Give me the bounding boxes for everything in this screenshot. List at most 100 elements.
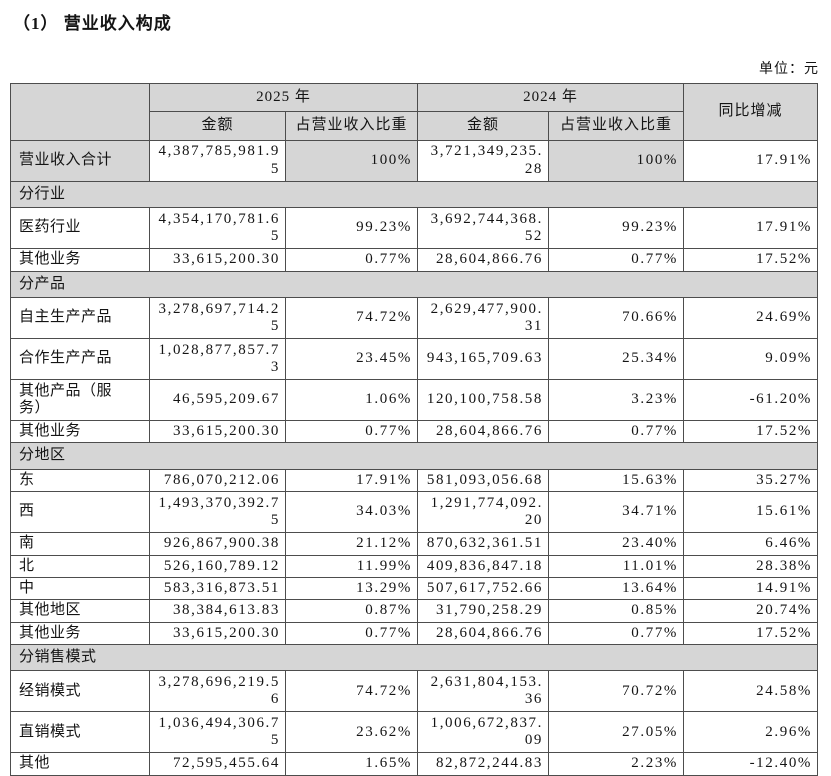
row-label: 其他: [10, 752, 150, 776]
amount-2024: 82,872,244.83: [417, 752, 550, 776]
yoy-change: -61.20%: [683, 378, 819, 421]
row-label: 营业收入合计: [10, 139, 150, 182]
ratio-2025: 21.12%: [284, 532, 419, 556]
amount-2025: 33,615,200.30: [149, 419, 286, 444]
ratio-2024: 3.23%: [548, 378, 685, 421]
table-row: 中 583,316,873.51 13.29% 507,617,752.66 1…: [10, 576, 819, 601]
section-row: 分销售模式: [9, 644, 819, 672]
table-row: 南 926,867,900.38 21.12% 870,632,361.51 2…: [10, 532, 819, 556]
yoy-change: 17.52%: [683, 419, 819, 444]
table-body: 营业收入合计 4,387,785,981.95 100% 3,721,349,2…: [9, 139, 819, 776]
table-header: 2025 年 2024 年 同比增减 金额 占营业收入比重 金额 占营业收入比重: [10, 82, 819, 141]
ratio-2024: 100%: [548, 139, 685, 182]
table-row: 经销模式 3,278,696,219.56 74.72% 2,631,804,1…: [10, 670, 819, 713]
amount-2024: 409,836,847.18: [417, 554, 550, 578]
section-label: 分产品: [9, 270, 819, 298]
ratio-2024: 11.01%: [548, 554, 685, 578]
amount-2025: 3,278,697,714.25: [149, 296, 286, 339]
section-label: 分销售模式: [9, 644, 819, 672]
table-row-total: 营业收入合计 4,387,785,981.95 100% 3,721,349,2…: [10, 139, 819, 182]
ratio-2025: 1.06%: [284, 378, 419, 421]
amount-2025: 583,316,873.51: [149, 576, 286, 601]
row-label: 中: [10, 576, 150, 601]
table-row: 医药行业 4,354,170,781.65 99.23% 3,692,744,3…: [10, 207, 819, 250]
document-page: （1） 营业收入构成 单位：元 2025 年 2024 年 同比增减 金额 占营…: [9, 14, 819, 776]
ratio-2024: 15.63%: [548, 468, 685, 493]
amount-2024: 1,291,774,092.20: [417, 491, 550, 534]
ratio-2024: 34.71%: [548, 491, 685, 534]
yoy-change: 17.91%: [683, 139, 819, 182]
row-label: 其他业务: [10, 621, 150, 646]
table-row: 北 526,160,789.12 11.99% 409,836,847.18 1…: [10, 554, 819, 578]
table-row: 其他产品（服务） 46,595,209.67 1.06% 120,100,758…: [10, 378, 819, 421]
amount-2025: 38,384,613.83: [149, 599, 286, 623]
row-label: 其他地区: [10, 599, 150, 623]
ratio-2024: 70.66%: [548, 296, 685, 339]
ratio-2024: 25.34%: [548, 337, 685, 380]
amount-2025: 46,595,209.67: [149, 378, 286, 421]
yoy-change: 20.74%: [683, 599, 819, 623]
amount-2024: 3,692,744,368.52: [417, 207, 550, 250]
header-2024: 2024 年: [417, 82, 685, 113]
table-row: 其他 72,595,455.64 1.65% 82,872,244.83 2.2…: [10, 752, 819, 776]
amount-2024: 28,604,866.76: [417, 248, 550, 272]
ratio-2025: 0.77%: [284, 248, 419, 272]
row-label: 经销模式: [10, 670, 150, 713]
yoy-change: 14.91%: [683, 576, 819, 601]
yoy-change: 17.91%: [683, 207, 819, 250]
row-label: 南: [10, 532, 150, 556]
row-label: 其他业务: [10, 248, 150, 272]
table-row: 直销模式 1,036,494,306.75 23.62% 1,006,672,8…: [10, 711, 819, 754]
amount-2024: 2,629,477,900.31: [417, 296, 550, 339]
ratio-2024: 2.23%: [548, 752, 685, 776]
page-title: （1） 营业收入构成: [13, 14, 172, 33]
row-label: 自主生产产品: [10, 296, 150, 339]
amount-2025: 1,036,494,306.75: [149, 711, 286, 754]
table-row: 其他业务 33,615,200.30 0.77% 28,604,866.76 0…: [10, 419, 819, 444]
table-row: 合作生产产品 1,028,877,857.73 23.45% 943,165,7…: [10, 337, 819, 380]
header-row-years: 2025 年 2024 年 同比增减: [10, 82, 819, 141]
ratio-2024: 0.85%: [548, 599, 685, 623]
ratio-2025: 13.29%: [284, 576, 419, 601]
row-label: 东: [10, 468, 150, 493]
ratio-2024: 0.77%: [548, 621, 685, 646]
section-row: 分地区: [9, 442, 819, 470]
ratio-2024: 0.77%: [548, 248, 685, 272]
ratio-2024: 0.77%: [548, 419, 685, 444]
ratio-2025: 17.91%: [284, 468, 419, 493]
amount-2025: 33,615,200.30: [149, 248, 286, 272]
unit-label: 单位：元: [759, 62, 819, 77]
section-label: 分行业: [9, 180, 819, 209]
yoy-change: 24.58%: [683, 670, 819, 713]
section-label: 分地区: [9, 442, 819, 470]
amount-2024: 120,100,758.58: [417, 378, 550, 421]
yoy-change: -12.40%: [683, 752, 819, 776]
amount-2025: 33,615,200.30: [149, 621, 286, 646]
table-row: 其他地区 38,384,613.83 0.87% 31,790,258.29 0…: [10, 599, 819, 623]
ratio-2025: 0.77%: [284, 419, 419, 444]
ratio-2025: 23.45%: [284, 337, 419, 380]
row-label: 北: [10, 554, 150, 578]
amount-2024: 1,006,672,837.09: [417, 711, 550, 754]
header-amount-2024: 金额: [417, 111, 550, 141]
amount-2025: 526,160,789.12: [149, 554, 286, 578]
header-ratio-2025: 占营业收入比重: [284, 111, 419, 141]
amount-2024: 2,631,804,153.36: [417, 670, 550, 713]
amount-2024: 581,093,056.68: [417, 468, 550, 493]
table-row: 自主生产产品 3,278,697,714.25 74.72% 2,629,477…: [10, 296, 819, 339]
table-row: 东 786,070,212.06 17.91% 581,093,056.68 1…: [10, 468, 819, 493]
header-row-metrics: 金额 占营业收入比重 金额 占营业收入比重: [11, 111, 818, 141]
section-row: 分行业: [9, 180, 819, 209]
ratio-2025: 99.23%: [284, 207, 419, 250]
ratio-2025: 74.72%: [284, 296, 419, 339]
amount-2025: 1,028,877,857.73: [149, 337, 286, 380]
yoy-change: 15.61%: [683, 491, 819, 534]
section-row: 分产品: [9, 270, 819, 298]
ratio-2025: 23.62%: [284, 711, 419, 754]
header-ratio-2024: 占营业收入比重: [548, 111, 685, 141]
amount-2025: 4,354,170,781.65: [149, 207, 286, 250]
header-2025: 2025 年: [148, 82, 419, 113]
amount-2025: 4,387,785,981.95: [149, 139, 286, 182]
yoy-change: 6.46%: [683, 532, 819, 556]
row-label: 直销模式: [10, 711, 150, 754]
